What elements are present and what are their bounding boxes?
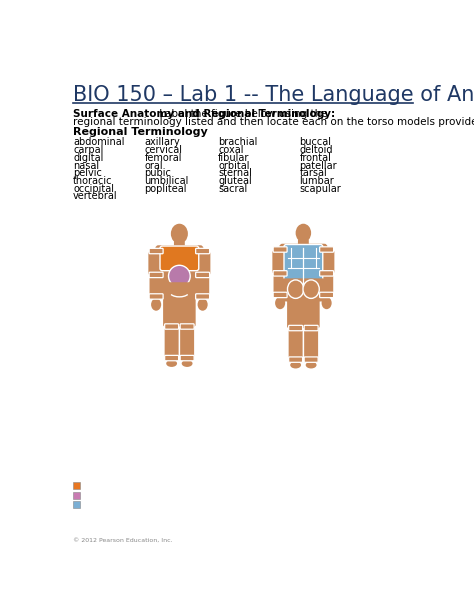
FancyBboxPatch shape bbox=[164, 356, 179, 361]
Ellipse shape bbox=[296, 224, 311, 242]
FancyBboxPatch shape bbox=[149, 294, 163, 299]
Text: buccal: buccal bbox=[300, 137, 331, 148]
Text: sacral: sacral bbox=[218, 184, 247, 194]
FancyBboxPatch shape bbox=[162, 282, 197, 298]
FancyBboxPatch shape bbox=[196, 248, 210, 254]
Text: umbilical: umbilical bbox=[145, 176, 189, 186]
FancyBboxPatch shape bbox=[289, 357, 302, 362]
Ellipse shape bbox=[166, 360, 177, 367]
FancyBboxPatch shape bbox=[302, 291, 319, 329]
FancyBboxPatch shape bbox=[196, 294, 210, 299]
Ellipse shape bbox=[290, 362, 301, 368]
Text: orbital: orbital bbox=[218, 161, 250, 170]
FancyBboxPatch shape bbox=[304, 357, 318, 362]
Text: deltoid: deltoid bbox=[300, 145, 333, 155]
Text: popliteal: popliteal bbox=[145, 184, 187, 194]
Text: BIO 150 – Lab 1 -- The Language of Anatomy: BIO 150 – Lab 1 -- The Language of Anato… bbox=[73, 85, 474, 105]
Text: gluteal: gluteal bbox=[218, 176, 252, 186]
FancyBboxPatch shape bbox=[163, 290, 180, 327]
Text: tarsal: tarsal bbox=[300, 169, 327, 178]
FancyBboxPatch shape bbox=[304, 326, 318, 331]
Text: Regional Terminology: Regional Terminology bbox=[73, 128, 208, 137]
Bar bbox=[73, 482, 80, 489]
Text: cervical: cervical bbox=[145, 145, 182, 155]
FancyBboxPatch shape bbox=[273, 292, 287, 298]
Text: patellar: patellar bbox=[300, 161, 337, 170]
Text: abdominal: abdominal bbox=[73, 137, 125, 148]
Text: nasal: nasal bbox=[73, 161, 100, 170]
FancyBboxPatch shape bbox=[298, 239, 309, 250]
Bar bbox=[73, 492, 80, 498]
FancyBboxPatch shape bbox=[273, 250, 288, 274]
FancyBboxPatch shape bbox=[273, 247, 287, 252]
Ellipse shape bbox=[198, 299, 208, 311]
FancyBboxPatch shape bbox=[148, 251, 164, 275]
Text: regional terminology listed and then locate each on the torso models provided in: regional terminology listed and then loc… bbox=[73, 116, 474, 127]
Text: thoracic: thoracic bbox=[73, 176, 113, 186]
Ellipse shape bbox=[169, 265, 190, 287]
FancyBboxPatch shape bbox=[319, 250, 334, 274]
FancyBboxPatch shape bbox=[195, 251, 210, 275]
Text: occipital: occipital bbox=[73, 184, 114, 194]
FancyBboxPatch shape bbox=[164, 324, 179, 329]
Text: brachial: brachial bbox=[218, 137, 257, 148]
Text: axillary: axillary bbox=[145, 137, 180, 148]
Ellipse shape bbox=[275, 297, 285, 309]
FancyBboxPatch shape bbox=[319, 271, 334, 276]
FancyBboxPatch shape bbox=[273, 271, 287, 276]
FancyBboxPatch shape bbox=[289, 328, 302, 360]
FancyBboxPatch shape bbox=[287, 291, 304, 329]
Text: sternal: sternal bbox=[218, 169, 252, 178]
Text: pubic: pubic bbox=[145, 169, 172, 178]
Text: vertebral: vertebral bbox=[73, 191, 118, 201]
Text: Surface Anatomy and Regional Terminology:: Surface Anatomy and Regional Terminology… bbox=[73, 109, 335, 119]
Text: oral: oral bbox=[145, 161, 163, 170]
FancyBboxPatch shape bbox=[180, 324, 194, 329]
FancyBboxPatch shape bbox=[319, 292, 334, 298]
FancyBboxPatch shape bbox=[149, 272, 163, 278]
FancyBboxPatch shape bbox=[281, 278, 326, 302]
FancyBboxPatch shape bbox=[289, 326, 302, 331]
FancyBboxPatch shape bbox=[304, 328, 318, 360]
FancyBboxPatch shape bbox=[149, 248, 163, 254]
FancyBboxPatch shape bbox=[180, 356, 194, 361]
Text: lumbar: lumbar bbox=[300, 176, 334, 186]
FancyBboxPatch shape bbox=[196, 275, 209, 297]
Text: carpal: carpal bbox=[73, 145, 104, 155]
FancyBboxPatch shape bbox=[284, 245, 323, 287]
Text: scapular: scapular bbox=[300, 184, 341, 194]
FancyBboxPatch shape bbox=[174, 241, 185, 251]
Text: digital: digital bbox=[73, 153, 104, 163]
FancyBboxPatch shape bbox=[279, 244, 328, 292]
FancyBboxPatch shape bbox=[180, 326, 194, 359]
Text: coxal: coxal bbox=[218, 145, 244, 155]
FancyBboxPatch shape bbox=[319, 247, 334, 252]
Text: fibular: fibular bbox=[218, 153, 249, 163]
FancyBboxPatch shape bbox=[149, 275, 163, 297]
Ellipse shape bbox=[306, 362, 317, 368]
Ellipse shape bbox=[151, 299, 161, 311]
Ellipse shape bbox=[303, 280, 319, 299]
Ellipse shape bbox=[288, 280, 304, 299]
Text: pelvic: pelvic bbox=[73, 169, 102, 178]
Ellipse shape bbox=[182, 360, 192, 367]
FancyBboxPatch shape bbox=[196, 272, 210, 278]
Text: frontal: frontal bbox=[300, 153, 331, 163]
FancyBboxPatch shape bbox=[155, 245, 203, 294]
FancyBboxPatch shape bbox=[179, 290, 196, 327]
FancyBboxPatch shape bbox=[164, 326, 179, 359]
Ellipse shape bbox=[321, 297, 332, 309]
Ellipse shape bbox=[171, 224, 188, 244]
FancyBboxPatch shape bbox=[160, 246, 199, 271]
Text: © 2012 Pearson Education, Inc.: © 2012 Pearson Education, Inc. bbox=[73, 538, 173, 543]
Text: femoral: femoral bbox=[145, 153, 182, 163]
Text: Label the figure below using the: Label the figure below using the bbox=[156, 109, 328, 119]
FancyBboxPatch shape bbox=[320, 273, 333, 295]
FancyBboxPatch shape bbox=[273, 273, 287, 295]
Bar bbox=[73, 501, 80, 508]
